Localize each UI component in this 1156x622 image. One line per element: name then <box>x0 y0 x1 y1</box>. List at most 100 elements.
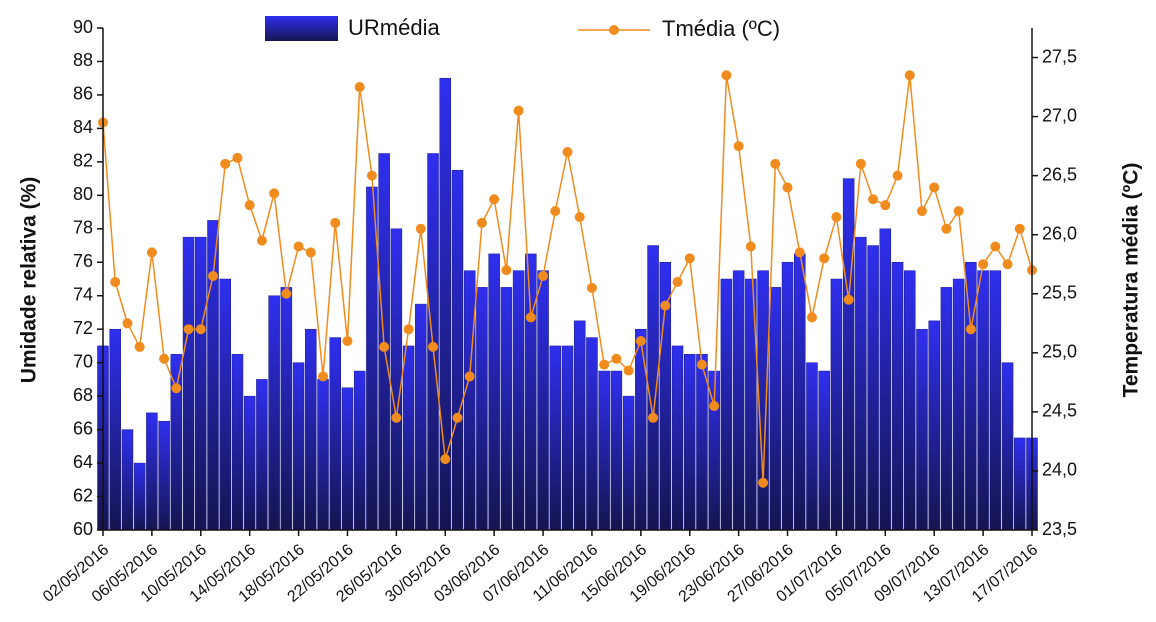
line-marker <box>1014 223 1025 234</box>
bar <box>855 236 867 531</box>
bar <box>207 220 219 531</box>
bar <box>500 287 513 531</box>
bar <box>989 270 1002 531</box>
bar <box>133 462 146 531</box>
line-marker <box>635 336 646 347</box>
bar <box>512 270 525 531</box>
line-marker <box>464 371 475 382</box>
line-marker <box>965 324 976 335</box>
line-marker <box>929 182 940 193</box>
bar <box>769 287 782 531</box>
bar <box>292 362 305 531</box>
line-marker <box>244 200 255 211</box>
line-marker <box>195 324 206 335</box>
line-marker <box>758 477 769 488</box>
line-marker <box>366 170 377 181</box>
line-marker <box>855 158 866 169</box>
line-marker <box>428 341 439 352</box>
line-marker <box>709 400 720 411</box>
y2-tick-label: 27,5 <box>1042 46 1077 66</box>
line-marker <box>403 324 414 335</box>
line-marker <box>831 211 842 222</box>
line-marker <box>110 276 121 287</box>
y2-tick-label: 25,0 <box>1042 342 1077 362</box>
line-marker <box>892 170 903 181</box>
line-marker <box>538 271 549 282</box>
line-marker <box>782 182 793 193</box>
y-tick-label: 86 <box>73 84 93 104</box>
line-marker <box>342 336 353 347</box>
bar <box>268 295 280 531</box>
bar <box>390 228 403 531</box>
bar <box>793 253 806 531</box>
y-axis-title: Umidade relativa (%) <box>18 177 41 384</box>
line-marker <box>415 223 426 234</box>
line-marker <box>990 241 1001 252</box>
line-marker <box>122 318 133 329</box>
bar <box>671 345 684 531</box>
bar <box>598 370 610 531</box>
bar <box>280 287 293 531</box>
line-marker <box>819 253 830 264</box>
y2-axis-title: Temperatura média (ºC) <box>1120 163 1143 398</box>
line-marker <box>318 371 329 382</box>
bar <box>402 345 415 531</box>
bar <box>353 370 366 531</box>
bar <box>635 328 647 531</box>
line-marker <box>586 282 597 293</box>
line-marker <box>880 200 891 211</box>
line-marker <box>574 211 585 222</box>
line-marker <box>281 288 292 299</box>
bar <box>121 429 134 531</box>
y2-tick-label: 23,5 <box>1042 519 1077 539</box>
y-tick-label: 76 <box>73 251 93 271</box>
bar <box>341 387 354 531</box>
bar <box>940 287 953 531</box>
line-marker <box>794 247 805 258</box>
bar <box>904 270 916 531</box>
bar <box>231 354 244 531</box>
line-marker <box>354 82 365 93</box>
bar <box>573 320 586 531</box>
y2-tick-label: 25,5 <box>1042 283 1077 303</box>
line-marker <box>721 70 732 81</box>
legend-swatch <box>265 16 338 41</box>
line-marker <box>660 300 671 311</box>
line-marker <box>745 241 756 252</box>
line-marker <box>1002 259 1013 270</box>
y2-tick-label: 24,0 <box>1042 460 1077 480</box>
line-marker <box>220 158 231 169</box>
bar <box>622 395 635 531</box>
line-marker <box>256 235 267 246</box>
bar <box>451 169 464 531</box>
line-marker <box>440 454 451 465</box>
line-marker <box>806 312 817 323</box>
line-marker <box>611 353 622 364</box>
line-marker <box>513 105 524 116</box>
bar <box>463 270 476 531</box>
y2-tick-label: 26,0 <box>1042 223 1077 243</box>
bar <box>916 328 928 531</box>
line-marker <box>770 158 781 169</box>
bar <box>781 262 794 531</box>
line-marker <box>648 412 659 423</box>
bar <box>965 262 977 531</box>
line-marker <box>672 276 683 287</box>
bar <box>977 270 989 531</box>
bar <box>696 354 708 531</box>
y-tick-label: 80 <box>73 184 93 204</box>
y-tick-label: 70 <box>73 351 93 371</box>
bar <box>195 236 207 531</box>
bar <box>488 253 500 531</box>
bar <box>561 345 574 531</box>
legend-text: URmédia <box>348 15 440 40</box>
y-tick-label: 60 <box>73 519 93 539</box>
bar <box>317 379 329 531</box>
line-marker <box>134 341 145 352</box>
bar <box>879 228 892 531</box>
bar <box>806 362 818 531</box>
line-marker <box>953 206 964 217</box>
bar <box>158 420 170 531</box>
bar <box>1001 362 1014 531</box>
bar <box>305 328 317 531</box>
